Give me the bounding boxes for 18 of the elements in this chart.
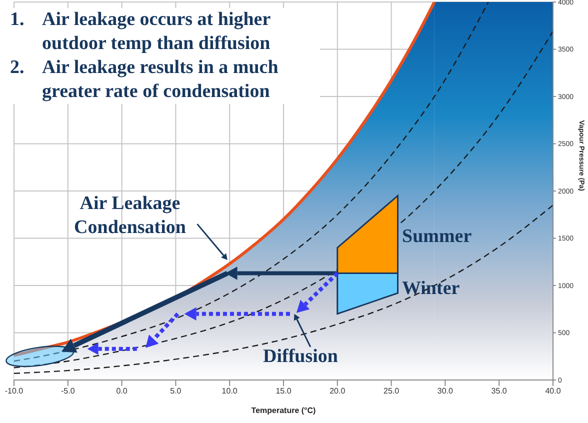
x-tick-label: 10.0 xyxy=(222,386,238,396)
annotation: Air Leakage Condensation xyxy=(73,192,187,240)
x-tick-label: 5.0 xyxy=(170,386,182,396)
x-tick-label: -10.0 xyxy=(4,386,24,396)
x-tick-label: 15.0 xyxy=(276,386,292,396)
x-tick-label: 40.0 xyxy=(545,386,562,396)
x-tick-label: 30.0 xyxy=(437,386,454,396)
x-tick-label: -5.0 xyxy=(61,386,76,396)
x-tick-label: 20.0 xyxy=(330,386,346,396)
annotation: Diffusion xyxy=(263,346,338,368)
annotation: Winter xyxy=(402,278,460,300)
annotation: Summer xyxy=(402,226,472,248)
annotation: 1. Air leakage occurs at higher outdoor temp than diffusion xyxy=(10,8,272,56)
x-tick-label: 0.0 xyxy=(116,386,128,396)
annotation: 2. Air leakage results in a much greater rate of condensation xyxy=(10,56,280,104)
x-tick-label: 35.0 xyxy=(491,386,508,396)
x-axis-title: Temperature (°C) xyxy=(251,406,316,415)
x-tick-label: 25.0 xyxy=(384,386,400,396)
